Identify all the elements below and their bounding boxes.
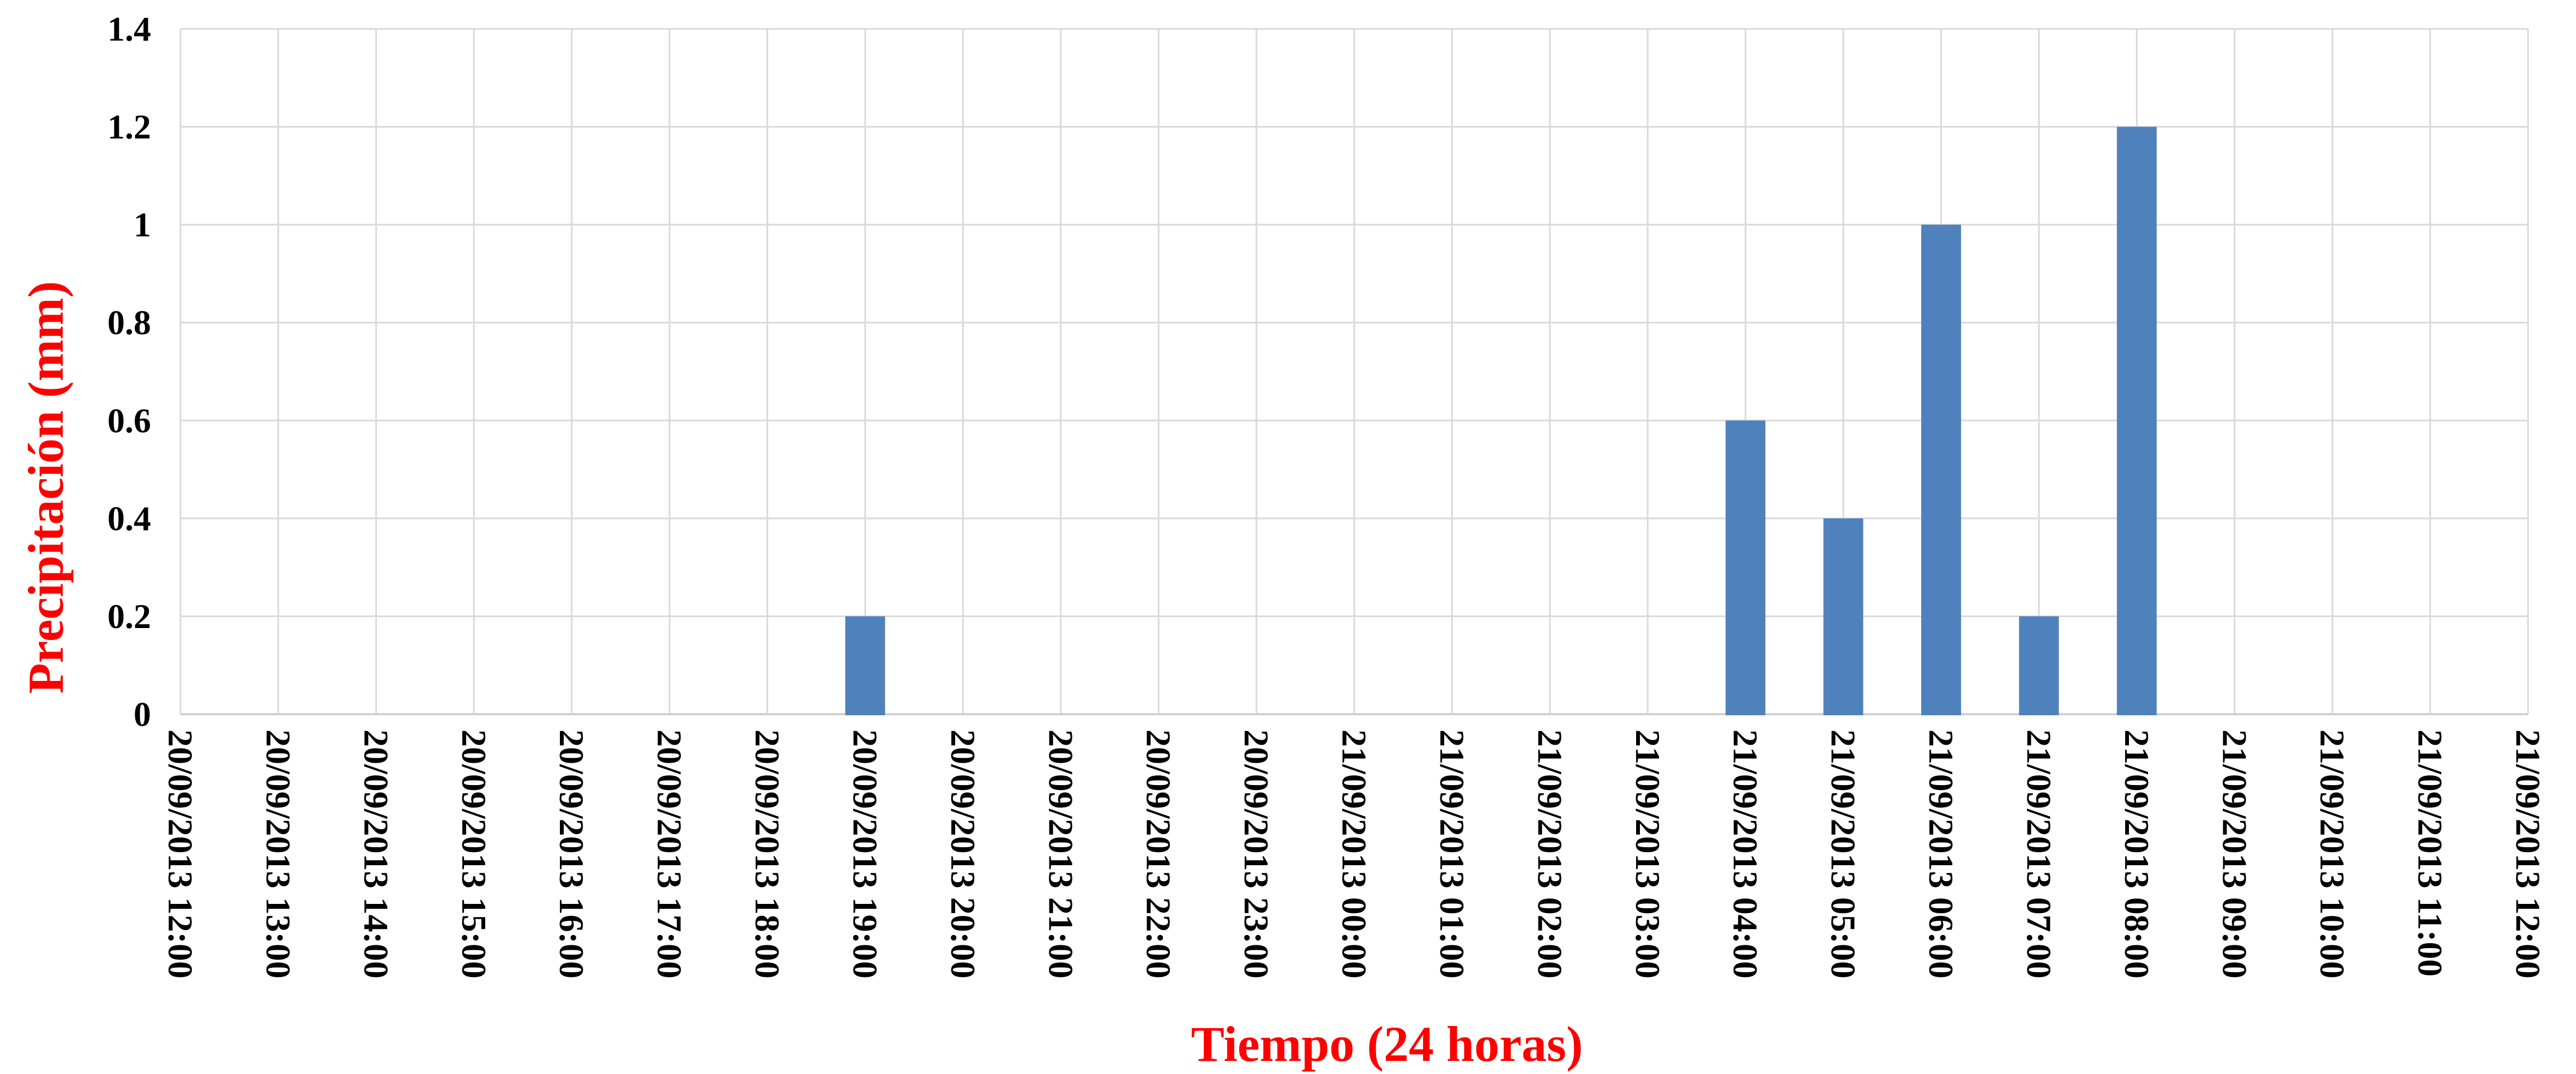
y-tick-label: 0.6 [107,401,151,440]
bar-21/09/2013 05:00 [1823,518,1863,715]
x-tick-label: 21/09/2013 02:00 [1530,729,1569,979]
y-tick-label: 1.2 [107,107,151,146]
x-tick-label: 21/09/2013 10:00 [2313,729,2352,979]
x-tick-label: 21/09/2013 03:00 [1628,729,1667,979]
x-tick-label: 20/09/2013 20:00 [944,729,982,979]
y-tick-label: 0.4 [107,499,151,538]
bar-21/09/2013 06:00 [1921,225,1961,716]
bar-21/09/2013 04:00 [1726,420,1766,715]
x-tick-label: 21/09/2013 06:00 [1922,729,1960,979]
y-tick-label: 0.8 [107,303,151,342]
bar-21/09/2013 07:00 [2019,616,2059,715]
x-tick-label: 20/09/2013 18:00 [748,729,787,979]
x-tick-label: 21/09/2013 01:00 [1433,729,1471,979]
y-tick-label: 1 [134,206,151,244]
x-tick-label: 21/09/2013 07:00 [2019,729,2058,979]
x-tick-label: 20/09/2013 23:00 [1237,729,1276,979]
x-tick-label: 20/09/2013 17:00 [650,729,689,979]
x-tick-label: 21/09/2013 12:00 [2509,729,2548,979]
x-tick-label: 21/09/2013 04:00 [1726,729,1765,979]
x-tick-label: 20/09/2013 15:00 [455,729,493,979]
y-tick-label: 0.2 [107,597,151,636]
x-axis-tick-labels: 20/09/2013 12:00 20/09/2013 13:00 20/09/20… [161,729,2548,979]
x-tick-label: 20/09/2013 16:00 [552,729,591,979]
x-tick-label: 20/09/2013 22:00 [1139,729,1178,979]
x-axis-title: Tiempo (24 horas) [1191,1016,1583,1072]
vertical-gridlines [179,29,2529,714]
x-tick-label: 20/09/2013 13:00 [259,729,298,979]
x-tick-label: 21/09/2013 08:00 [2117,729,2156,979]
y-tick-label: 1.4 [107,10,151,49]
x-tick-label: 20/09/2013 21:00 [1041,729,1080,979]
x-tick-label: 21/09/2013 05:00 [1824,729,1863,979]
x-tick-label: 20/09/2013 12:00 [161,729,200,979]
x-tick-label: 20/09/2013 14:00 [357,729,395,979]
y-axis-title: Precipitación (mm) [18,281,74,694]
x-tick-label: 21/09/2013 11:00 [2411,729,2450,976]
x-tick-label: 20/09/2013 19:00 [846,729,884,979]
x-tick-label: 21/09/2013 09:00 [2215,729,2254,979]
x-tick-label: 21/09/2013 00:00 [1335,729,1374,979]
y-axis-tick-labels: 0 0.2 0.4 0.6 0.8 1 1.2 1.4 [107,10,151,734]
y-tick-label: 0 [134,695,151,734]
bars [845,126,2157,716]
bar-20/09/2013 19:00 [845,616,885,715]
bar-21/09/2013 08:00 [2116,126,2157,716]
